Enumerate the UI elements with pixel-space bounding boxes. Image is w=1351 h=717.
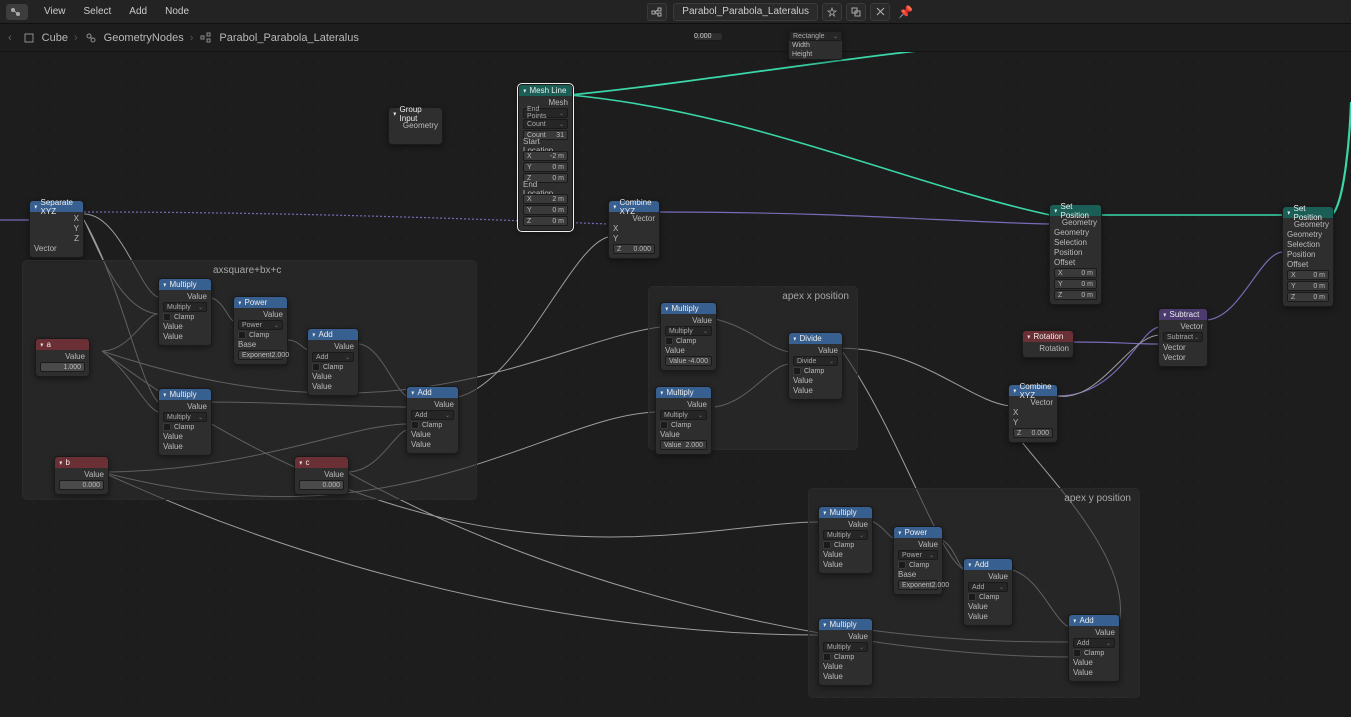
object-icon [22,31,36,45]
node-add-1[interactable]: ▾Add Value Add⌄ Clamp Value Value [307,328,359,396]
menu-select[interactable]: Select [76,2,120,21]
chevron-right-icon: › [190,32,194,44]
node-subtract[interactable]: ▾Subtract Vector Subtract⌄ Vector Vector [1158,308,1208,367]
node-multiply-ax2[interactable]: ▾Multiply Value Multiply⌄ Clamp Value Va… [655,386,712,455]
node-multiply-ay1[interactable]: ▾Multiply Value Multiply⌄ Clamp Value Va… [818,506,873,574]
node-input-a[interactable]: ▾a Value 1.000 [35,338,90,377]
fake-user-icon[interactable] [822,3,842,21]
modifier-icon [84,31,98,45]
menu-view[interactable]: View [36,2,74,21]
node-tree-name[interactable]: Parabol_Parabola_Lateralus [673,3,818,21]
node-value-mini[interactable]: 0.000 [693,32,723,41]
node-curve-rect-remnant[interactable]: Rectangle⌄ Width Height [788,30,843,60]
node-combine-xyz-2[interactable]: ▾Combine XYZ Vector X Y Z0.000 [1008,384,1058,443]
chevron-left-icon[interactable]: ‹ [8,32,12,44]
node-separate-xyz[interactable]: ▾Separate XYZ X Y Z Vector [29,200,84,258]
node-divide[interactable]: ▾Divide Value Divide⌄ Clamp Value Value [788,332,843,400]
pin-icon[interactable]: 📌 [898,5,913,19]
node-input-b[interactable]: ▾b Value 0.000 [54,456,109,495]
duplicate-icon[interactable] [846,3,866,21]
node-set-position-1[interactable]: ▾Set Position Geometry Geometry Selectio… [1049,204,1102,305]
bc-name[interactable]: Parabol_Parabola_Lateralus [219,32,358,44]
node-canvas[interactable]: 0.000 Rectangle⌄ Width Height ▾Group Inp… [0,52,1351,717]
node-combine-xyz-1[interactable]: ▾Combine XYZ Vector X Y Z0.000 [608,200,660,259]
node-multiply-1[interactable]: ▾Multiply Value Multiply⌄ Clamp Value Va… [158,278,212,346]
node-multiply-2[interactable]: ▾Multiply Value Multiply⌄ Clamp Value Va… [158,388,212,456]
node-power-ay[interactable]: ▾Power Value Power⌄ Clamp Base Exponent2… [893,526,943,595]
nodetree-icon [199,31,213,45]
bc-cube[interactable]: Cube [42,32,68,44]
editor-type-icon[interactable] [6,4,28,20]
chevron-right-icon: › [74,32,78,44]
node-add-2[interactable]: ▾Add Value Add⌄ Clamp Value Value [406,386,459,454]
node-multiply-ax1[interactable]: ▾Multiply Value Multiply⌄ Clamp Value Va… [660,302,717,371]
top-menu-bar: View Select Add Node Parabol_Parabola_La… [0,0,1351,24]
bc-gn[interactable]: GeometryNodes [104,32,184,44]
menu-add[interactable]: Add [121,2,155,21]
node-add-ay1[interactable]: ▾Add Value Add⌄ Clamp Value Value [963,558,1013,626]
node-tree-browse-icon[interactable] [647,3,667,21]
node-multiply-ay2[interactable]: ▾Multiply Value Multiply⌄ Clamp Value Va… [818,618,873,686]
node-set-position-2[interactable]: ▾Set Position Geometry Geometry Selectio… [1282,206,1334,307]
menu-node[interactable]: Node [157,2,197,21]
node-mesh-line[interactable]: ▾Mesh Line Mesh End Points⌄ Count⌄ Count… [518,84,573,231]
node-add-ay2[interactable]: ▾Add Value Add⌄ Clamp Value Value [1068,614,1120,682]
unlink-icon[interactable] [870,3,890,21]
node-rotation[interactable]: ▾Rotation Rotation [1022,330,1074,358]
node-input-c[interactable]: ▾c Value 0.000 [294,456,349,495]
node-power[interactable]: ▾Power Value Power⌄ Clamp Base Exponent2… [233,296,288,365]
breadcrumb: ‹ Cube › GeometryNodes › Parabol_Parabol… [0,24,1351,52]
node-group-input[interactable]: ▾Group Input Geometry [388,107,443,145]
